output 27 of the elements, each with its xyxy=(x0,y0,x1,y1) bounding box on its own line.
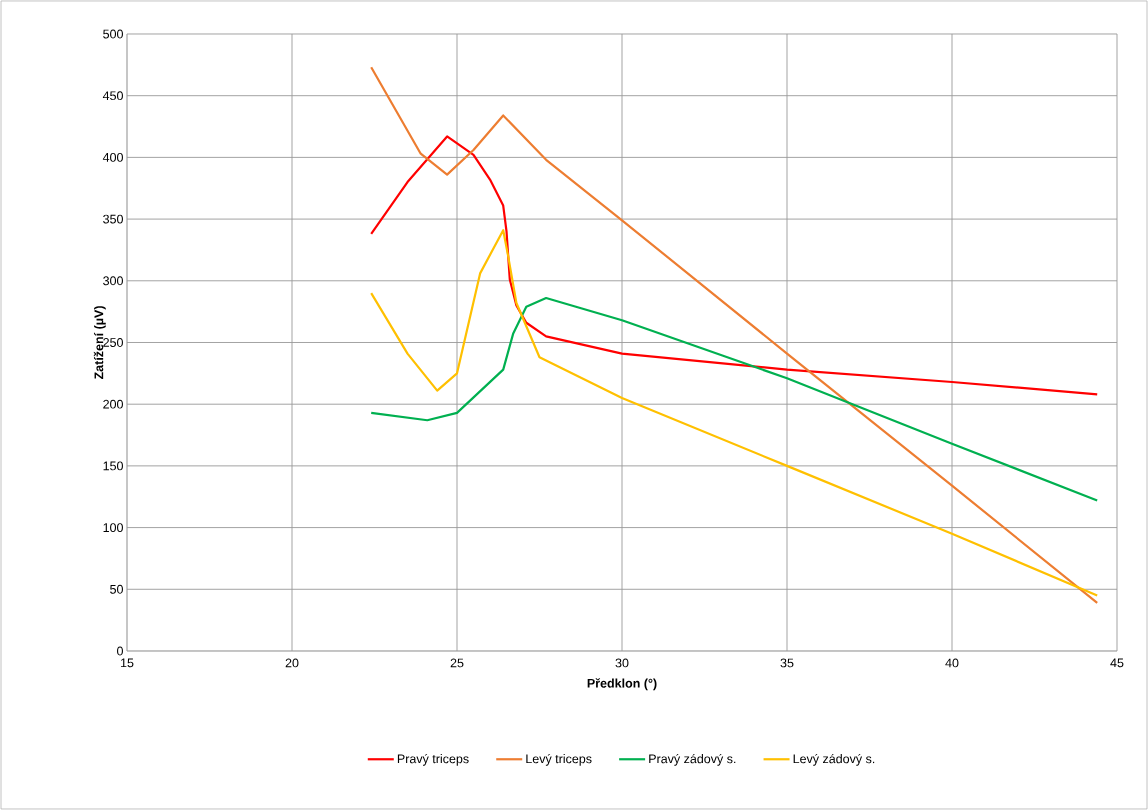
y-tick-label: 100 xyxy=(103,523,123,533)
y-tick-label: 300 xyxy=(103,276,123,286)
y-tick-label: 150 xyxy=(103,461,123,471)
x-tick-label: 25 xyxy=(450,658,464,668)
x-tick-label: 45 xyxy=(1110,658,1124,668)
line-series xyxy=(370,296,1099,502)
y-tick-label: 450 xyxy=(102,91,123,101)
line-series xyxy=(370,66,1099,604)
line-series xyxy=(370,135,1099,396)
legend-label: Levý triceps xyxy=(526,753,592,766)
x-tick-label: 20 xyxy=(285,658,299,668)
legend-label: Pravý triceps xyxy=(397,753,469,766)
y-tick-label: 50 xyxy=(110,584,123,594)
y-tick-label: 0 xyxy=(117,646,123,656)
x-tick-label: 35 xyxy=(780,658,794,668)
y-tick-label: 250 xyxy=(103,338,123,347)
x-tick-label: 15 xyxy=(121,658,134,668)
legend-label: Pravý zádový s. xyxy=(649,753,736,766)
legend-label: Levý zádový s. xyxy=(793,753,875,766)
y-tick-label: 350 xyxy=(103,214,123,224)
x-tick-label: 40 xyxy=(945,658,959,668)
y-tick-label: 400 xyxy=(102,152,123,162)
x-axis-title: Předklon (°) xyxy=(587,678,657,691)
y-tick-label: 200 xyxy=(103,399,123,409)
x-tick-label: 30 xyxy=(615,658,629,668)
line-series xyxy=(370,229,1099,597)
y-tick-label: 500 xyxy=(103,29,123,39)
